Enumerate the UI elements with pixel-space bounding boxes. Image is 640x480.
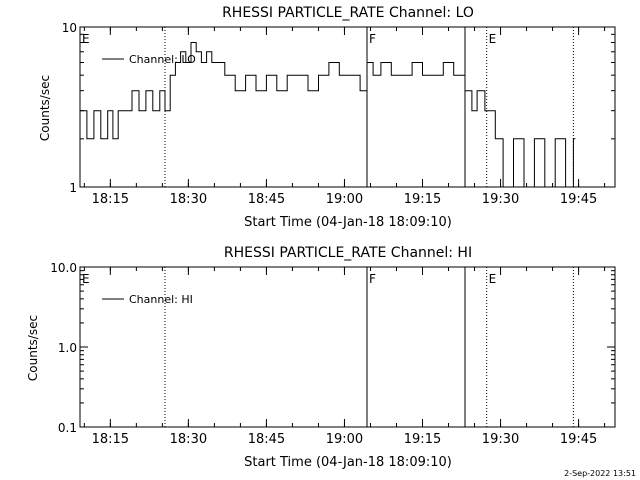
chart-lo-y-tick-label: 10 bbox=[62, 21, 77, 35]
chart-lo-x-tick-label: 19:45 bbox=[560, 192, 597, 207]
chart-hi-plot-frame bbox=[79, 266, 616, 428]
chart-lo-title: RHESSI PARTICLE_RATE Channel: LO bbox=[222, 5, 474, 21]
chart-hi-marker-label: F bbox=[369, 272, 376, 286]
chart-hi-x-tick-label: 19:30 bbox=[482, 432, 519, 447]
chart-hi-title: RHESSI PARTICLE_RATE Channel: HI bbox=[224, 245, 472, 261]
chart-hi-xlabel: Start Time (04-Jan-18 18:09:10) bbox=[244, 455, 452, 470]
chart-lo-x-tick-label: 18:45 bbox=[248, 192, 285, 207]
chart-lo-x-tick-label: 19:30 bbox=[482, 192, 519, 207]
chart-hi-legend-label: Channel: HI bbox=[129, 293, 193, 306]
chart-hi-x-tick-label: 18:45 bbox=[248, 432, 285, 447]
chart-lo-x-tick-label: 18:15 bbox=[92, 192, 129, 207]
chart-lo-ylabel: Counts/sec bbox=[38, 75, 52, 141]
chart-lo-x-tick-label: 18:30 bbox=[170, 192, 207, 207]
chart-lo-marker-label: E bbox=[489, 32, 497, 46]
chart-lo-marker-label: F bbox=[369, 32, 376, 46]
chart-hi-x-tick-label: 19:00 bbox=[326, 432, 363, 447]
chart-hi-panel: RHESSI PARTICLE_RATE Channel: HI 18:15 18… bbox=[26, 245, 616, 470]
chart-lo-y-tick-label: 1 bbox=[69, 181, 77, 195]
chart-hi-y-tick-label: 0.1 bbox=[58, 421, 77, 435]
chart-lo-plot-frame bbox=[79, 26, 616, 188]
chart-hi-y-tick-label: 10.0 bbox=[50, 261, 77, 275]
chart-hi-x-tick-label: 19:15 bbox=[404, 432, 441, 447]
chart-hi-marker-label: E bbox=[489, 272, 497, 286]
chart-lo-marker-label: E bbox=[82, 32, 90, 46]
chart-lo-xlabel: Start Time (04-Jan-18 18:09:10) bbox=[244, 215, 452, 230]
chart-lo-series-line bbox=[80, 42, 576, 188]
chart-lo-x-tick-label: 19:15 bbox=[404, 192, 441, 207]
chart-hi-x-tick-label: 18:15 bbox=[92, 432, 129, 447]
chart-hi-marker-label: E bbox=[82, 272, 90, 286]
chart-hi-x-tick-label: 18:30 bbox=[170, 432, 207, 447]
date-stamp: 2-Sep-2022 13:51 bbox=[564, 469, 636, 478]
chart-hi-ylabel: Counts/sec bbox=[26, 315, 40, 381]
chart-lo-panel: RHESSI PARTICLE_RATE Channel: LO 18:15 18… bbox=[38, 5, 616, 230]
chart-lo-x-tick-label: 19:00 bbox=[326, 192, 363, 207]
chart-hi-y-tick-label: 1.0 bbox=[58, 341, 77, 355]
chart-hi-x-tick-label: 19:45 bbox=[560, 432, 597, 447]
